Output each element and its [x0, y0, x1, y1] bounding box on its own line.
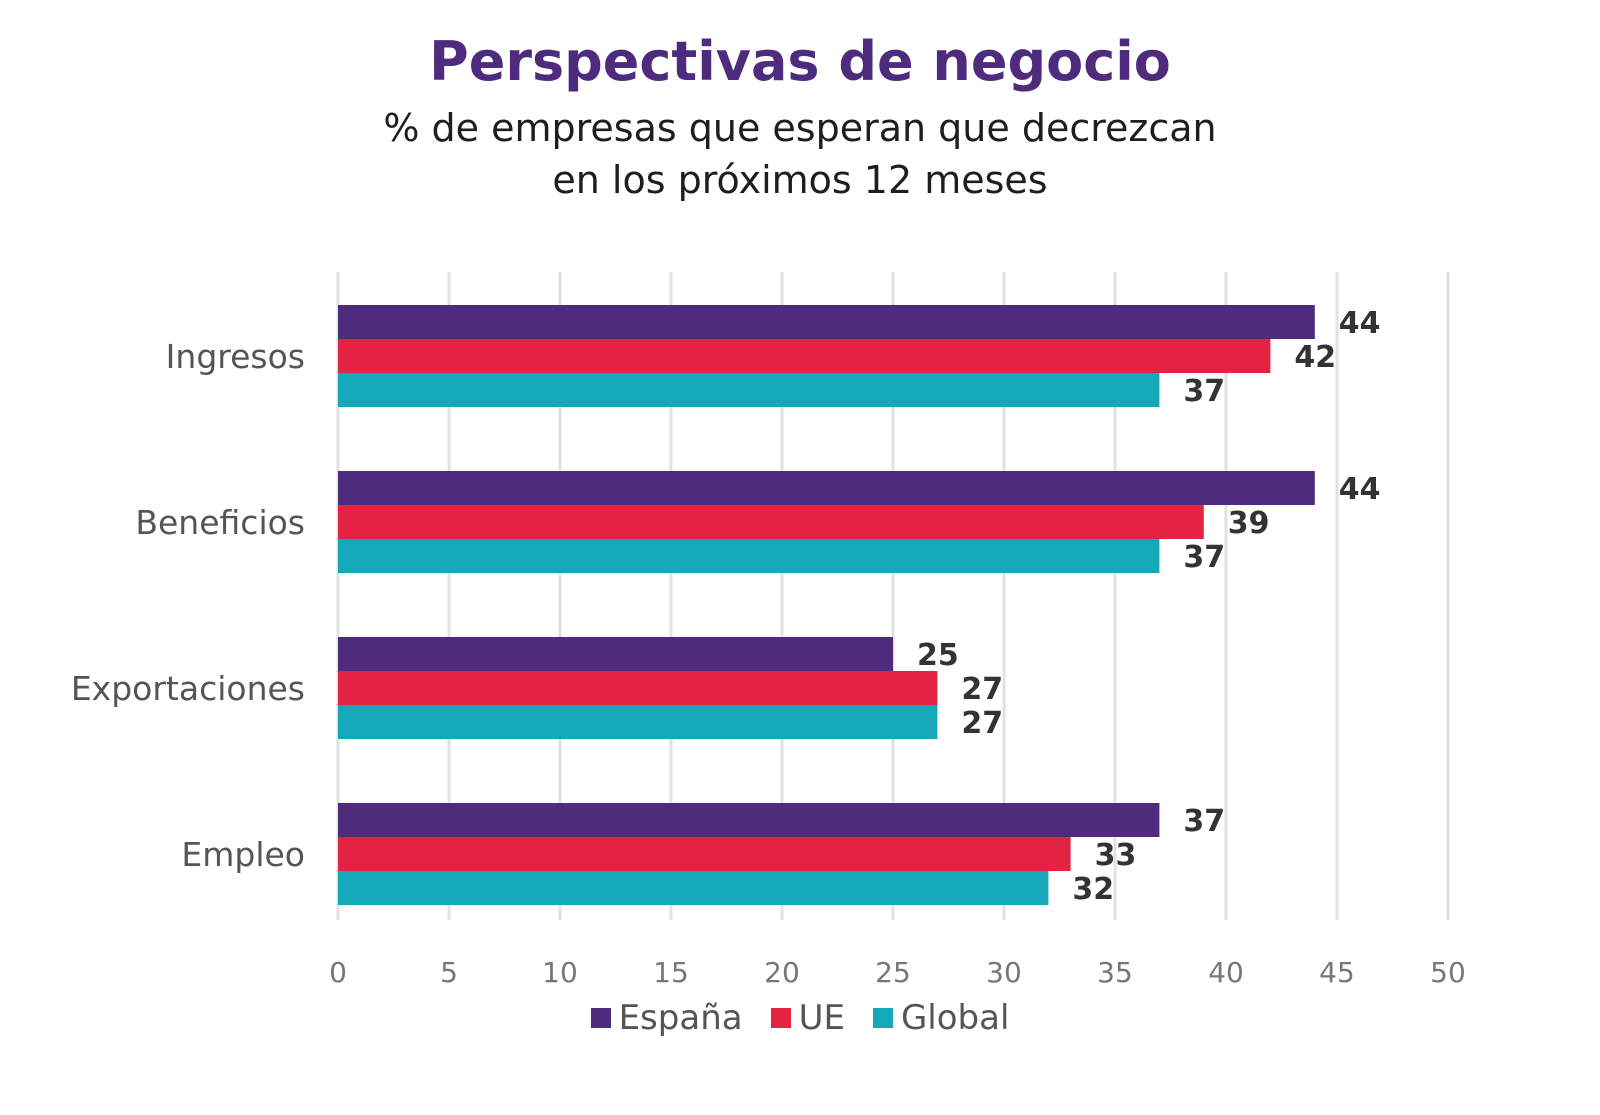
legend-item: UE — [770, 998, 845, 1038]
value-label: 25 — [917, 638, 959, 673]
bars — [338, 305, 1315, 905]
x-tick-label: 30 — [986, 956, 1022, 989]
bar — [338, 705, 938, 739]
value-label: 27 — [961, 706, 1003, 741]
legend-swatch — [770, 1008, 791, 1028]
value-label: 37 — [1183, 804, 1225, 839]
bar — [338, 539, 1160, 573]
bar — [338, 373, 1160, 407]
bar — [338, 505, 1204, 539]
legend-item: Global — [872, 998, 1010, 1038]
x-tick-label: 0 — [329, 956, 347, 989]
bar — [338, 339, 1271, 373]
value-label: 27 — [961, 672, 1003, 707]
value-label: 37 — [1183, 374, 1225, 409]
chart-title: Perspectivas de negocio — [429, 30, 1171, 93]
x-tick-label: 15 — [653, 956, 689, 989]
legend-swatch — [590, 1008, 611, 1028]
value-label: 33 — [1095, 838, 1137, 873]
value-label: 44 — [1339, 306, 1381, 341]
value-label: 39 — [1228, 506, 1270, 541]
legend-label: Global — [900, 998, 1010, 1038]
bar — [338, 305, 1315, 339]
legend-item: España — [590, 998, 743, 1038]
category-label: Ingresos — [166, 337, 305, 376]
x-tick-label: 35 — [1097, 956, 1133, 989]
bar — [338, 637, 893, 671]
x-tick-label: 25 — [875, 956, 911, 989]
x-tick-label: 5 — [440, 956, 458, 989]
category-label: Exportaciones — [71, 669, 305, 708]
x-axis-ticks: 0 5 10 15 20 25 30 35 40 45 50 — [329, 956, 1466, 989]
legend: España UE Global — [0, 998, 1600, 1038]
value-label: 44 — [1339, 472, 1381, 507]
bar — [338, 837, 1071, 871]
x-tick-label: 40 — [1208, 956, 1244, 989]
value-label: 42 — [1294, 340, 1336, 375]
bar — [338, 803, 1160, 837]
subtitle-line-1: % de empresas que esperan que decrezcan — [383, 106, 1217, 150]
x-tick-label: 10 — [542, 956, 578, 989]
value-label: 32 — [1072, 872, 1114, 907]
legend-label: UE — [798, 998, 845, 1038]
bar — [338, 871, 1049, 905]
legend-swatch — [872, 1008, 893, 1028]
legend-label: España — [618, 998, 743, 1038]
x-tick-label: 50 — [1430, 956, 1466, 989]
subtitle-line-2: en los próximos 12 meses — [552, 158, 1048, 202]
category-labels: Ingresos Beneficios Exportaciones Empleo — [71, 337, 305, 874]
bar — [338, 671, 938, 705]
category-label: Beneficios — [135, 503, 305, 542]
value-label: 37 — [1183, 540, 1225, 575]
chart-subtitle: % de empresas que esperan que decrezcan … — [0, 102, 1600, 206]
x-tick-label: 45 — [1319, 956, 1355, 989]
bar — [338, 471, 1315, 505]
x-tick-label: 20 — [764, 956, 800, 989]
category-label: Empleo — [181, 835, 305, 874]
